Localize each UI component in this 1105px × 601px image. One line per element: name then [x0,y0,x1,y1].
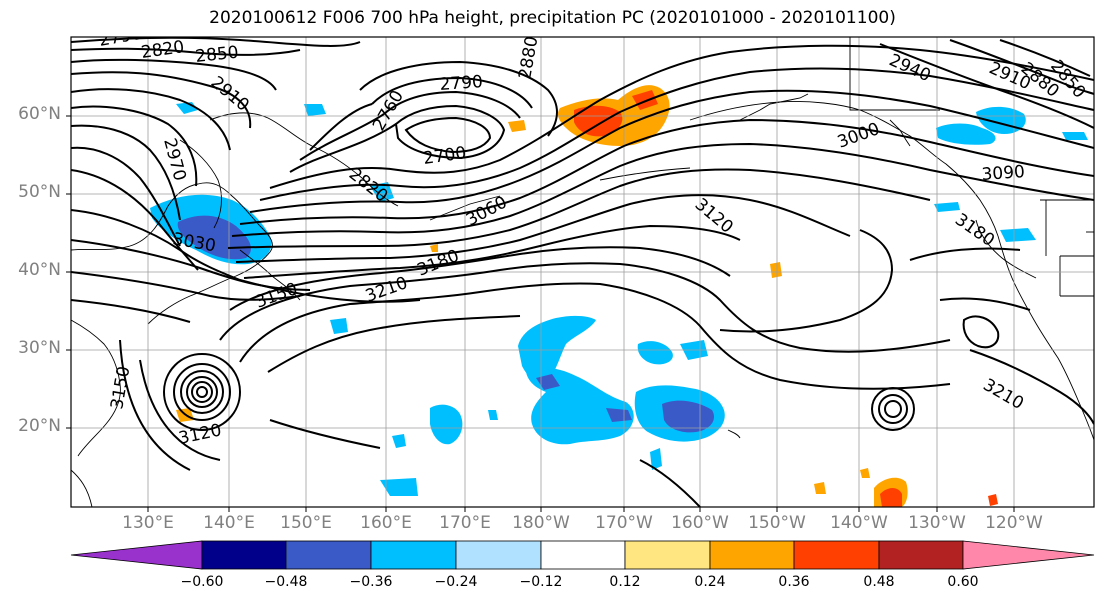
colorbar-bin [285,540,372,570]
contour-label: 2850 [194,43,239,67]
lon-label: 150°W [748,513,806,533]
height-contours [71,37,1094,507]
colorbar-bin [201,540,287,570]
colorbar-tick-label: 0.12 [609,574,641,590]
colorbar-tick-label: 0.60 [947,574,979,590]
colorbar-bin [709,540,795,570]
contour-label: 3090 [981,162,1026,185]
colorbar-bin [370,540,457,570]
lon-label: 150°E [280,513,332,533]
colorbar-tick-label: −0.12 [519,574,563,590]
lat-label: 60°N [18,104,61,124]
colorbar-tick-label: −0.36 [349,574,393,590]
colorbar [70,540,1095,570]
colorbar-tick-label: −0.24 [434,574,478,590]
colorbar-tick-label: −0.48 [264,574,308,590]
colorbar-tick-label: 0.48 [863,574,895,590]
colorbar-bin [455,540,542,570]
colorbar-tick-label: −0.60 [180,574,224,590]
colorbar-bin [793,540,880,570]
lat-label: 40°N [18,260,61,280]
colorbar-tick-label: 0.36 [778,574,810,590]
colorbar-bin [624,540,711,570]
lat-label: 50°N [18,182,61,202]
lon-label: 160°W [671,513,729,533]
lon-label: 130°E [122,513,174,533]
axis-ticks [66,115,1015,512]
contour-label: 2790 [439,72,484,95]
lat-label: 20°N [18,416,61,436]
lon-label: 170°E [439,513,491,533]
lon-label: 180°W [512,513,570,533]
lat-label: 30°N [18,338,61,358]
map-title: 2020100612 F006 700 hPa height, precipit… [209,8,896,28]
graticule [71,37,1094,507]
lon-label: 160°E [360,513,412,533]
lon-label: 170°W [595,513,653,533]
colorbar-extend-min [70,540,203,570]
colorbar-bin [878,540,964,570]
lon-label: 120°W [985,513,1043,533]
colorbar-extend-max [962,540,1095,570]
lon-label: 140°E [203,513,255,533]
lon-label: 130°W [908,513,966,533]
colorbar-bin [540,540,626,570]
lon-label: 140°W [830,513,888,533]
colorbar-tick-label: 0.24 [694,574,726,590]
